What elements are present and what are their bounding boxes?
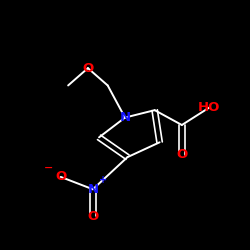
Text: O: O: [82, 62, 94, 75]
Text: +: +: [99, 175, 107, 185]
Text: N: N: [120, 111, 130, 124]
Text: N: N: [87, 183, 99, 196]
Text: HO: HO: [198, 101, 220, 114]
Text: O: O: [176, 148, 188, 161]
Text: −: −: [44, 162, 54, 172]
Text: O: O: [87, 210, 99, 223]
Text: O: O: [55, 170, 66, 183]
